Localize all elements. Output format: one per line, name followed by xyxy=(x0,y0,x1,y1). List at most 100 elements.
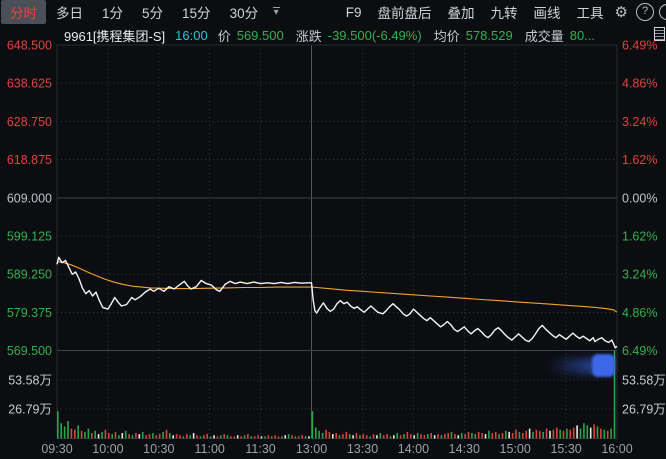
volume-bar xyxy=(226,435,229,439)
volume-bar xyxy=(474,434,477,439)
volume-bar xyxy=(359,435,361,439)
volume-bar xyxy=(545,428,548,439)
volume-bar xyxy=(427,434,429,439)
tab-15min[interactable]: 15分 xyxy=(182,6,211,21)
price-axis-label: 569.500 xyxy=(7,344,52,358)
volume-bar xyxy=(165,429,168,439)
toolbar-tools[interactable]: 工具 xyxy=(576,6,604,21)
volume-bar xyxy=(162,431,164,439)
volume-bar xyxy=(332,434,334,439)
volume-bar xyxy=(111,434,113,439)
volume-bar xyxy=(352,435,354,439)
volume-bar xyxy=(338,435,341,439)
chevron-down-icon[interactable]: ▾ xyxy=(272,7,280,18)
volume-bar xyxy=(481,433,483,439)
volume-bar xyxy=(457,435,460,439)
volume-bar xyxy=(511,433,514,439)
avg-price-value: 578.529 xyxy=(465,27,513,43)
volume-bar xyxy=(179,435,181,439)
volume-bar xyxy=(389,436,392,439)
avg-price-label: 均价 xyxy=(433,28,460,44)
time-axis-label: 11:30 xyxy=(245,442,275,456)
toolbar-pre-post-market[interactable]: 盘前盘后 xyxy=(377,6,432,21)
volume-bar xyxy=(508,431,510,439)
volume-bar xyxy=(74,429,76,439)
volume-bar xyxy=(281,436,283,439)
volume-bar xyxy=(610,428,612,439)
volume-bar xyxy=(304,436,307,439)
price-axis-label: 638.625 xyxy=(7,77,52,91)
volume-bar xyxy=(318,430,320,439)
volume-bar xyxy=(386,434,388,439)
volume-bar xyxy=(586,425,589,439)
volume-bar xyxy=(192,433,195,439)
volume-bar xyxy=(114,431,117,439)
volume-bar xyxy=(63,426,66,439)
volume-bar xyxy=(145,435,147,439)
volume-bar xyxy=(498,434,500,439)
volume-bar xyxy=(505,430,507,439)
volume-axis-label: 53.58万 xyxy=(622,373,666,387)
volume-axis-label: 53.58万 xyxy=(8,373,52,387)
volume-bar xyxy=(372,434,375,439)
toolbar-nine-turn[interactable]: 九转 xyxy=(490,6,518,21)
volume-bar xyxy=(148,434,151,439)
percent-axis-label: 3.24% xyxy=(622,268,657,282)
volume-bar xyxy=(494,431,497,439)
volume-bar xyxy=(80,430,83,439)
volume-bar xyxy=(406,431,409,439)
volume-bar xyxy=(97,434,100,439)
volume-bar xyxy=(169,433,171,439)
price-axis-label: 618.875 xyxy=(7,153,52,167)
volume-bar xyxy=(362,434,365,439)
volume-bar xyxy=(189,435,191,439)
volume-bar xyxy=(589,427,592,439)
volume-bar xyxy=(121,433,124,439)
volume-bar xyxy=(155,435,158,439)
volume-bar xyxy=(464,434,466,439)
volume-bar xyxy=(477,431,480,439)
price-line xyxy=(56,256,618,349)
volume-bar xyxy=(583,423,585,439)
time-axis-label: 16:00 xyxy=(601,442,632,456)
volume-bar xyxy=(613,350,616,439)
volume-bar xyxy=(182,436,185,439)
volume-bar xyxy=(209,436,212,439)
volume-bar xyxy=(233,436,236,439)
volume-bar xyxy=(253,436,256,439)
volume-bar xyxy=(84,431,86,439)
volume-bar xyxy=(562,430,565,439)
gear-icon[interactable]: ⚙ xyxy=(614,4,628,21)
volume-bar xyxy=(342,434,344,439)
toolbar-f9[interactable]: F9 xyxy=(345,4,362,20)
volume-bar xyxy=(525,430,527,439)
quote-info-bar: 9961[携程集团-S] 16:00 价 569.500 涨跌 -39.500(… xyxy=(64,26,666,44)
volume-bar xyxy=(138,434,141,439)
tab-1min[interactable]: 1分 xyxy=(102,6,124,21)
volume-bar xyxy=(593,424,595,439)
volume-bar xyxy=(335,433,337,439)
volume-bar xyxy=(603,429,606,439)
tab-30min[interactable]: 30分 xyxy=(229,6,259,21)
volume-bar xyxy=(294,436,297,439)
volume-bar xyxy=(579,428,582,439)
volume-bar xyxy=(186,434,188,439)
tab-multiday[interactable]: 多日 xyxy=(56,6,83,21)
volume-bar xyxy=(369,436,371,439)
volume-bar xyxy=(240,436,242,439)
percent-axis-label: 4.86% xyxy=(622,77,657,91)
help-icon[interactable]: ? xyxy=(636,3,654,21)
volume-bar xyxy=(284,435,286,439)
volume-bar xyxy=(539,430,541,439)
toolbar-draw-line[interactable]: 画线 xyxy=(533,6,561,21)
tab-intraday[interactable]: 分时 xyxy=(1,0,46,24)
volume-bar xyxy=(606,430,609,439)
price-axis-label: 599.125 xyxy=(7,229,52,243)
time-axis-label: 10:00 xyxy=(92,442,123,456)
clipped-news-icon[interactable] xyxy=(654,27,665,41)
toolbar-overlay[interactable]: 叠加 xyxy=(447,6,475,21)
volume-bar xyxy=(535,429,538,439)
tab-5min[interactable]: 5分 xyxy=(142,6,164,21)
percent-axis-label: 0.00% xyxy=(622,191,657,205)
